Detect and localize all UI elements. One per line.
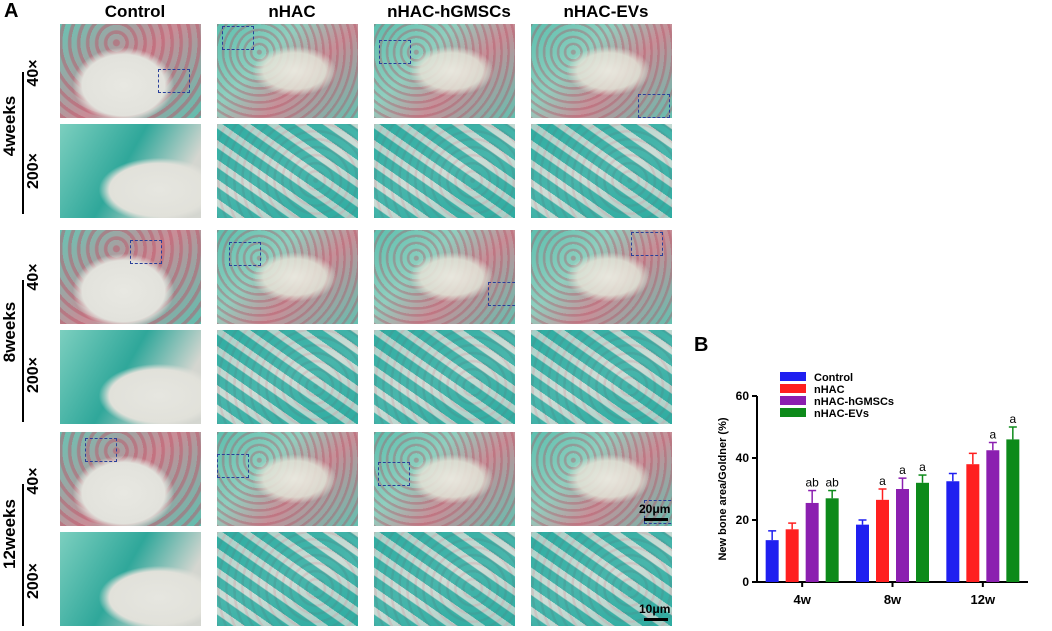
histology-4w-nhac-evs-40x — [531, 24, 672, 118]
scale-bar-20um — [644, 518, 668, 521]
histology-12w-control-200x — [60, 532, 201, 626]
legend-swatch-nhac-evs — [780, 408, 806, 417]
bar-nhac-4w — [785, 529, 799, 582]
bar-nhac-evs-4w — [825, 498, 839, 582]
bar-nhac-hgmscs-8w — [896, 489, 909, 582]
mag-label-12weeks-high: 200× — [25, 562, 42, 600]
zoom-region-box — [217, 454, 249, 478]
histology-8w-nhac-evs-40x — [531, 230, 672, 324]
bar-control-4w — [765, 540, 779, 582]
histology-8w-nhac-200x — [217, 330, 358, 424]
mag-label-4weeks-high: 200× — [25, 152, 42, 190]
zoom-region-box — [378, 462, 410, 486]
y-tick-label: 0 — [742, 575, 749, 589]
zoom-region-box — [644, 500, 672, 524]
histology-8w-control-200x — [60, 330, 201, 424]
zoom-region-box — [85, 438, 117, 462]
significance-label: ab — [825, 476, 839, 490]
histology-8w-nhac-hgmscs-40x — [374, 230, 515, 324]
histology-12w-nhac-evs-200x: 10μm — [531, 532, 672, 626]
scale-bar-label-10um: 10μm — [639, 602, 671, 616]
zoom-region-box — [488, 282, 515, 306]
y-axis-label: New bone area/Goldner (%) — [717, 417, 729, 560]
mag-label-12weeks-low: 40× — [25, 467, 42, 495]
bar-nhac-8w — [876, 499, 889, 582]
histology-4w-nhac-40x — [217, 24, 358, 118]
legend-label-nhac-evs: nHAC-EVs — [814, 408, 869, 420]
bar-nhac-12w — [966, 464, 980, 582]
histology-12w-nhac-hgmscs-40x — [374, 432, 515, 526]
histology-4w-nhac-hgmscs-200x — [374, 124, 515, 218]
zoom-region-box — [130, 240, 162, 264]
y-tick-label: 40 — [736, 451, 750, 465]
significance-label: ab — [805, 476, 819, 490]
bar-control-12w — [946, 481, 960, 582]
bar-nhac-hgmscs-12w — [986, 450, 1000, 582]
histology-8w-control-40x — [60, 230, 201, 324]
histology-8w-nhac-40x — [217, 230, 358, 324]
histology-12w-nhac-200x — [217, 532, 358, 626]
row-bracket-12weeks — [22, 484, 24, 626]
row-label-12weeks: 12weeks — [0, 499, 19, 569]
significance-label: a — [919, 460, 926, 474]
row-label-4weeks: 4weeks — [0, 95, 19, 157]
histology-12w-nhac-40x — [217, 432, 358, 526]
zoom-region-box — [631, 232, 663, 256]
panel-b-label: B — [694, 334, 709, 356]
histology-12w-control-40x — [60, 432, 201, 526]
histology-4w-control-40x — [60, 24, 201, 118]
y-tick-label: 60 — [736, 389, 750, 403]
legend-label-nhac-hgmscs: nHAC-hGMSCs — [814, 396, 894, 408]
histology-8w-nhac-evs-200x — [531, 330, 672, 424]
column-header-nhac-evs: nHAC-EVs — [563, 2, 649, 21]
x-tick-label: 4w — [793, 592, 811, 607]
scale-bar-10um — [644, 618, 668, 621]
mag-label-8weeks-high: 200× — [25, 356, 42, 394]
histology-4w-nhac-hgmscs-40x — [374, 24, 515, 118]
zoom-region-box — [229, 242, 261, 266]
significance-label: a — [1009, 412, 1016, 426]
legend-swatch-nhac — [780, 384, 806, 393]
column-header-nhac-hgmscs: nHAC-hGMSCs — [387, 2, 511, 21]
histology-4w-control-200x — [60, 124, 201, 218]
legend-label-nhac: nHAC — [814, 384, 845, 396]
x-tick-label: 8w — [884, 592, 902, 607]
zoom-region-box — [222, 26, 254, 50]
x-tick-label: 12w — [971, 592, 996, 607]
histology-4w-nhac-200x — [217, 124, 358, 218]
mag-label-4weeks-low: 40× — [25, 59, 42, 87]
panel-a-label: A — [4, 0, 19, 22]
significance-label: a — [899, 463, 906, 477]
bar-nhac-evs-8w — [916, 482, 929, 582]
histology-12w-nhac-evs-40x: 20μm — [531, 432, 672, 526]
row-bracket-4weeks — [22, 72, 24, 214]
legend-label-control: Control — [814, 372, 853, 384]
zoom-region-box — [379, 40, 411, 64]
bar-control-8w — [856, 524, 869, 582]
histology-4w-nhac-evs-200x — [531, 124, 672, 218]
row-label-8weeks: 8weeks — [0, 301, 19, 363]
column-header-nhac: nHAC — [268, 2, 316, 21]
row-bracket-8weeks — [22, 280, 24, 422]
bar-nhac-evs-12w — [1006, 439, 1020, 582]
column-header-control: Control — [104, 2, 166, 21]
zoom-region-box — [158, 69, 190, 93]
significance-label: a — [879, 474, 886, 488]
bar-nhac-hgmscs-4w — [805, 502, 819, 582]
scale-bar-label-20um: 20μm — [639, 502, 671, 516]
legend-swatch-nhac-hgmscs — [780, 396, 806, 405]
legend-swatch-control — [780, 372, 806, 381]
y-tick-label: 20 — [736, 513, 750, 527]
histology-12w-nhac-hgmscs-200x — [374, 532, 515, 626]
zoom-region-box — [638, 94, 670, 118]
mag-label-8weeks-low: 40× — [25, 263, 42, 291]
significance-label: a — [989, 428, 996, 442]
histology-8w-nhac-hgmscs-200x — [374, 330, 515, 424]
